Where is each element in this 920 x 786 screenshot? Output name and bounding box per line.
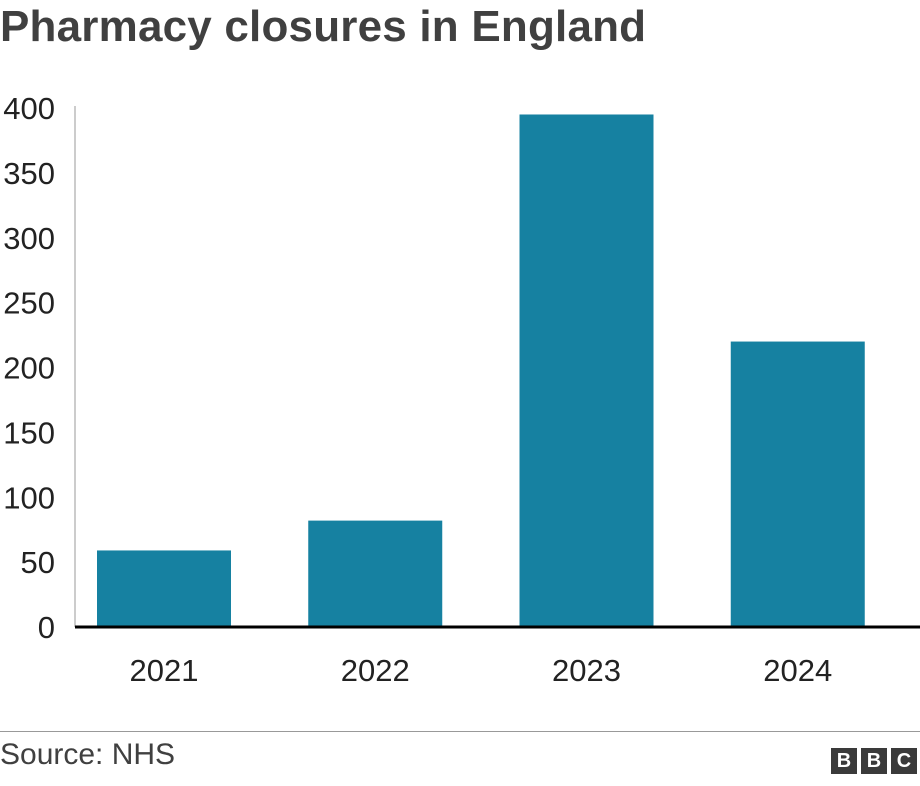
logo-letter: B bbox=[831, 748, 857, 774]
y-tick-label: 250 bbox=[3, 286, 55, 321]
x-tick-label: 2022 bbox=[341, 653, 410, 688]
bar-2024 bbox=[730, 341, 865, 627]
source-note: Source: NHS bbox=[0, 738, 176, 771]
bar-2023 bbox=[519, 114, 654, 628]
y-tick-label: 0 bbox=[38, 610, 55, 645]
logo-letter: C bbox=[891, 748, 917, 774]
x-tick-label: 2023 bbox=[552, 653, 621, 688]
y-tick-label: 400 bbox=[3, 91, 55, 126]
chart-title: Pharmacy closures in England bbox=[0, 2, 647, 51]
bar-2021 bbox=[97, 550, 231, 627]
y-tick-label: 150 bbox=[3, 415, 55, 450]
y-tick-label: 100 bbox=[3, 480, 55, 515]
bar-2022 bbox=[308, 520, 443, 627]
y-axis: 0 50 100 150 200 250 300 350 400 bbox=[3, 91, 55, 645]
x-axis: 2021 2022 2023 2024 bbox=[130, 653, 833, 688]
logo-letter: B bbox=[861, 748, 887, 774]
bars bbox=[97, 114, 865, 628]
y-tick-label: 350 bbox=[3, 156, 55, 191]
x-tick-label: 2021 bbox=[130, 653, 199, 688]
y-tick-label: 50 bbox=[21, 545, 55, 580]
x-tick-label: 2024 bbox=[763, 653, 832, 688]
y-tick-label: 300 bbox=[3, 221, 55, 256]
bbc-logo: B B C bbox=[831, 748, 917, 774]
footer-divider bbox=[0, 731, 920, 732]
y-tick-label: 200 bbox=[3, 351, 55, 386]
